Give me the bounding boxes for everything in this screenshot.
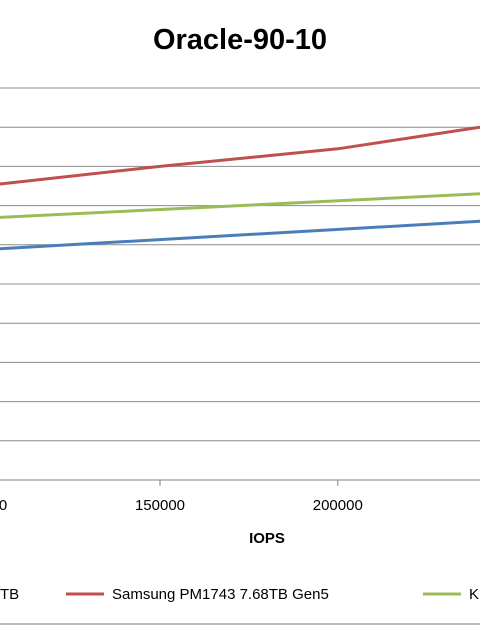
series-line-2 xyxy=(0,125,480,186)
legend-label-2: Samsung PM1743 7.68TB Gen5 xyxy=(112,586,329,603)
series-line-3 xyxy=(0,192,480,219)
grid-layer xyxy=(0,87,480,481)
axis-layer: 100000 150000 200000 xyxy=(0,480,363,514)
series-line-1 xyxy=(0,219,480,251)
x-tick-label: 200000 xyxy=(313,497,363,514)
legend-label-3: K xyxy=(469,586,479,603)
legend: TB Samsung PM1743 7.68TB Gen5 K xyxy=(0,586,479,603)
series-layer xyxy=(0,125,480,251)
chart-title: Oracle-90-10 xyxy=(152,24,328,56)
x-tick-label: 100000 xyxy=(0,497,7,514)
x-axis-title: IOPS xyxy=(249,530,285,547)
legend-label-1: TB xyxy=(0,586,19,603)
x-tick-label: 150000 xyxy=(135,497,185,514)
